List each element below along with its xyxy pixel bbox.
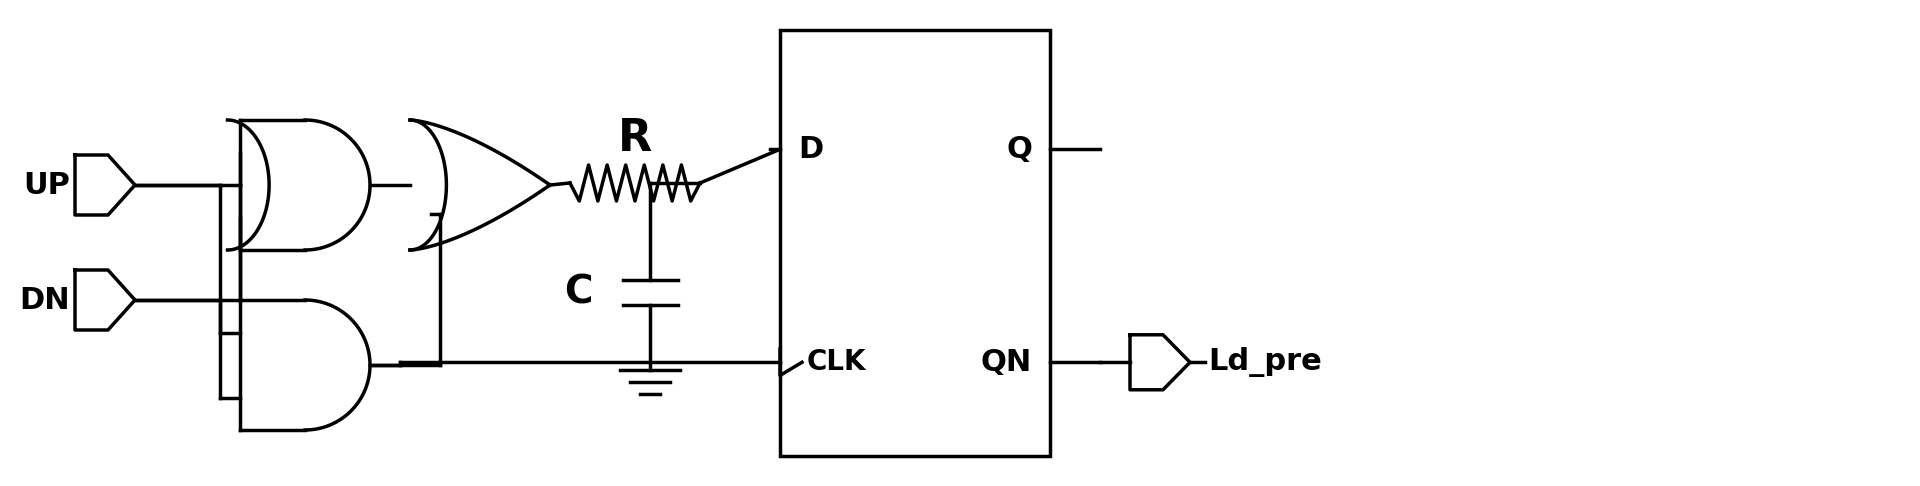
Text: D: D [799,135,824,164]
Bar [780,30,1050,456]
Text: R: R [618,117,653,159]
Text: DN: DN [19,285,69,314]
Text: C: C [564,274,593,312]
Text: CLK: CLK [806,348,866,376]
Text: Q: Q [1006,135,1033,164]
Text: Ld_pre: Ld_pre [1208,347,1321,377]
Text: UP: UP [23,171,69,199]
Text: QN: QN [981,348,1033,377]
